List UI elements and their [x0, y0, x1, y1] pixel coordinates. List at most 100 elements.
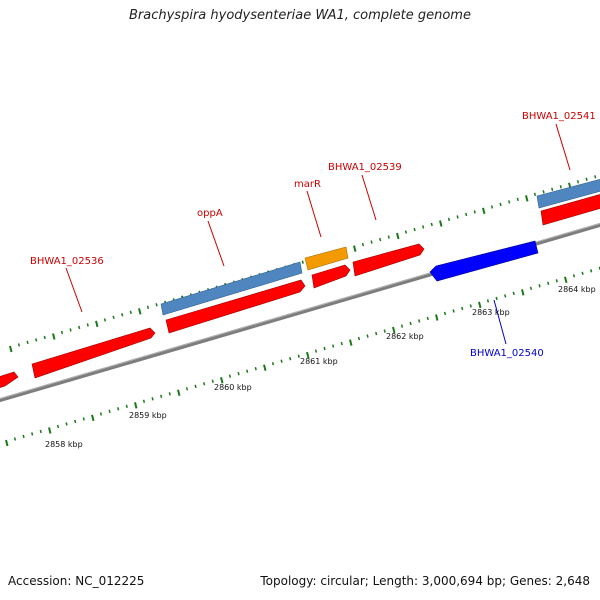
minor-tick — [422, 225, 425, 229]
minor-tick — [585, 177, 588, 181]
tick-label: 2859 kbp — [129, 411, 167, 420]
minor-tick — [314, 349, 318, 353]
minor-tick — [69, 328, 72, 332]
minor-tick — [443, 311, 447, 316]
feature-bar-orange[interactable] — [304, 246, 349, 271]
minor-tick — [280, 359, 283, 363]
minor-tick — [490, 205, 494, 209]
minor-tick — [594, 175, 597, 179]
minor-tick — [160, 394, 163, 398]
gene-label[interactable]: BHWA1_02540 — [470, 348, 544, 359]
label-leader — [555, 123, 571, 171]
minor-tick — [146, 305, 150, 310]
minor-tick — [465, 212, 468, 217]
gene-arrow-forward[interactable] — [540, 193, 600, 226]
minor-tick — [289, 356, 292, 361]
minor-tick — [469, 304, 472, 308]
gene-label[interactable]: BHWA1_02539 — [328, 162, 402, 173]
minor-tick — [142, 399, 146, 404]
minor-tick — [74, 419, 77, 424]
major-tick — [564, 276, 568, 284]
minor-tick — [125, 404, 128, 409]
minor-tick — [237, 372, 240, 376]
minor-tick — [370, 240, 373, 244]
minor-tick — [409, 321, 412, 326]
gene-label[interactable]: BHWA1_02536 — [30, 256, 104, 267]
minor-tick — [39, 429, 42, 434]
minor-tick — [155, 303, 158, 307]
tick-label: 2860 kbp — [214, 383, 252, 392]
minor-tick — [512, 291, 515, 296]
major-tick — [52, 333, 56, 340]
feature-bar-blue[interactable] — [160, 261, 303, 316]
minor-tick — [516, 197, 519, 202]
major-tick — [306, 351, 310, 359]
minor-tick — [404, 230, 408, 234]
minor-tick — [301, 260, 304, 264]
gene-label[interactable]: BHWA1_02541 — [522, 111, 596, 122]
gene-arrow-forward[interactable] — [352, 243, 425, 277]
genome-summary-text: Topology: circular; Length: 3,000,694 bp… — [260, 574, 590, 588]
minor-tick — [117, 407, 120, 411]
map-title: Brachyspira hyodysenteriae WA1, complete… — [129, 8, 471, 23]
major-tick — [91, 414, 95, 422]
major-tick — [439, 220, 443, 227]
minor-tick — [375, 331, 378, 336]
minor-tick — [43, 335, 46, 340]
minor-tick — [246, 369, 249, 373]
minor-tick — [379, 237, 382, 242]
minor-tick — [418, 319, 421, 323]
major-tick — [525, 195, 529, 202]
minor-tick — [499, 202, 502, 207]
major-tick — [435, 314, 439, 321]
minor-tick — [461, 306, 464, 311]
minor-tick — [203, 382, 206, 386]
minor-tick — [340, 341, 343, 346]
minor-tick — [13, 437, 17, 441]
gene-arrow-reverse[interactable] — [429, 240, 539, 282]
minor-tick — [529, 286, 533, 291]
gene-label[interactable]: marR — [294, 179, 321, 190]
minor-tick — [82, 417, 85, 421]
major-tick — [482, 207, 486, 215]
minor-tick — [542, 190, 545, 194]
label-leader — [493, 299, 507, 345]
minor-tick — [538, 284, 541, 288]
major-tick — [138, 308, 142, 315]
major-tick — [134, 402, 138, 409]
minor-tick — [473, 210, 476, 214]
minor-tick — [452, 309, 455, 313]
gene-label[interactable]: oppA — [197, 208, 223, 219]
major-tick — [5, 439, 9, 447]
major-tick — [48, 427, 52, 434]
minor-tick — [103, 318, 107, 322]
minor-tick — [297, 354, 300, 358]
gene-arrow-forward[interactable] — [0, 371, 19, 389]
tick-label: 2862 kbp — [386, 332, 424, 341]
minor-tick — [194, 384, 197, 388]
label-leader — [65, 267, 83, 313]
gene-arrow-forward[interactable] — [311, 264, 351, 289]
minor-tick — [547, 281, 550, 286]
feature-bar-blue[interactable] — [536, 178, 600, 209]
major-tick — [349, 339, 353, 346]
minor-tick — [254, 367, 257, 371]
minor-tick — [581, 271, 584, 275]
label-leader — [207, 220, 225, 267]
minor-tick — [151, 397, 154, 401]
major-tick — [177, 389, 181, 397]
minor-tick — [430, 222, 433, 227]
minor-tick — [78, 325, 81, 330]
accession-text: Accession: NC_012225 — [8, 574, 145, 588]
minor-tick — [22, 434, 25, 439]
minor-tick — [426, 316, 429, 321]
gene-arrow-forward[interactable] — [165, 279, 306, 334]
major-tick — [478, 301, 482, 309]
gene-arrow-forward[interactable] — [31, 327, 156, 379]
minor-tick — [361, 242, 365, 247]
label-leader — [361, 174, 377, 221]
minor-tick — [572, 274, 576, 278]
inner-tick-row — [5, 266, 600, 447]
minor-tick — [447, 217, 451, 222]
